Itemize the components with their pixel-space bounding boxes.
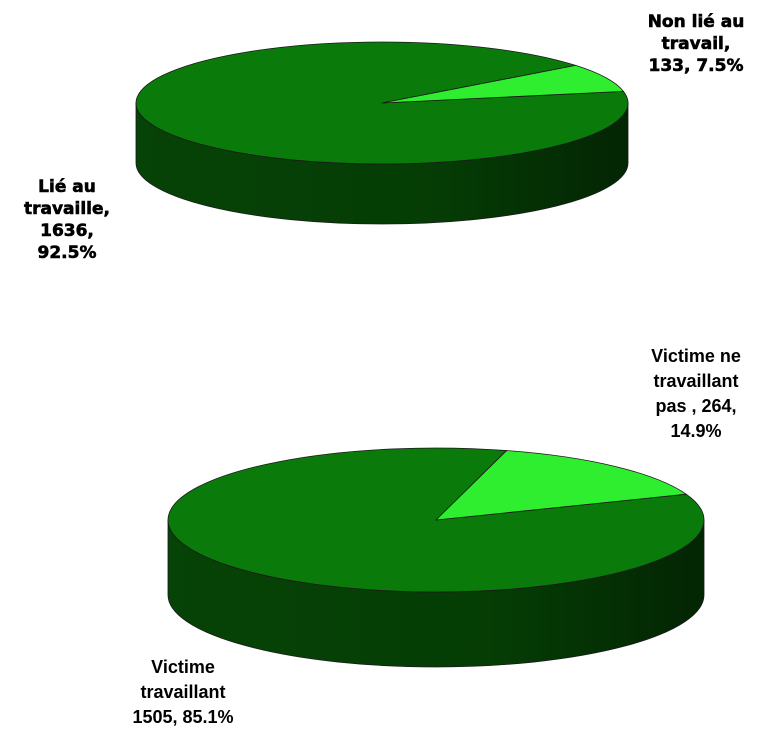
- pie-slice-victime-ne-travaillant-pas: [435, 450, 687, 521]
- data-label-victime-travaillant: Victime travaillant 1505, 85.1%: [132, 657, 233, 727]
- pie-chart-work-related: Lié au travaille, 1636, 92.5% Non lié au trav…: [24, 12, 745, 264]
- pie-slice-victime-travaillant: [167, 447, 705, 593]
- pie-chart-victim-working: Victime travaillant 1505, 85.1% Victime ne t…: [132, 346, 740, 727]
- data-label-lie-au-travaille: Lié au travaille, 1636, 92.5%: [24, 177, 110, 263]
- pie-slice-non-lie-au-travail: [381, 64, 624, 104]
- data-label-non-lie-au-travail: Non lié au travail, 133, 7.5%: [648, 12, 745, 76]
- data-label-victime-ne-travaillant-pas: Victime ne travaillant pas , 264, 14.9%: [651, 346, 741, 441]
